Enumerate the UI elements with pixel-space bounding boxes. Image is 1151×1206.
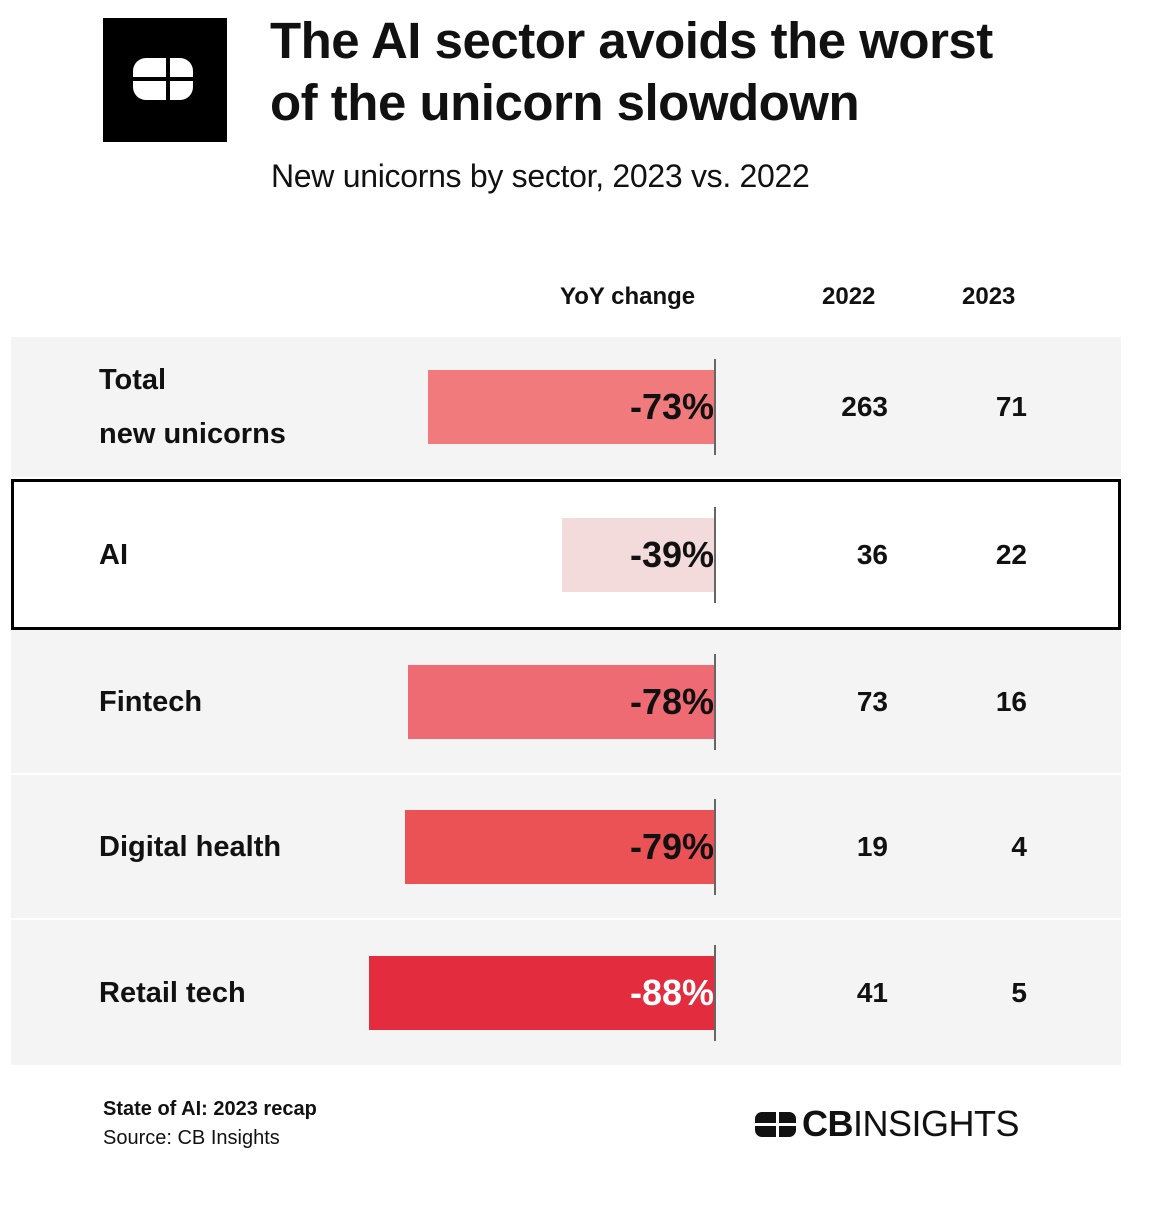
change-bar	[561, 517, 715, 592]
zero-axis-line	[714, 798, 716, 895]
footer-report-title: State of AI: 2023 recap	[103, 1098, 317, 1120]
zero-axis-line	[714, 506, 716, 603]
category-label-line: AI	[99, 538, 128, 571]
value-2023: 16	[995, 685, 1027, 717]
change-bar	[369, 955, 715, 1030]
category-label-line: Retail tech	[99, 976, 246, 1009]
change-label: -78%	[629, 680, 714, 722]
brand-wordmark: CBINSIGHTS	[802, 1103, 1020, 1144]
change-label: -88%	[629, 971, 714, 1013]
zero-axis-line	[714, 944, 716, 1041]
column-header-2022: 2022	[822, 283, 876, 310]
cb-logo-icon	[103, 18, 227, 142]
value-2022: 73	[856, 685, 888, 717]
value-2022: 41	[856, 976, 888, 1008]
brand-insights: INSIGHTS	[853, 1103, 1020, 1144]
column-header-yoy-change: YoY change	[560, 283, 696, 310]
category-label: Digital health	[99, 830, 281, 864]
cb-brand-icon	[755, 1112, 796, 1137]
brand-cb: CB	[802, 1103, 854, 1144]
value-2023: 71	[995, 391, 1027, 422]
change-bar	[428, 370, 715, 444]
value-2022: 36	[856, 538, 888, 570]
zero-axis-line	[714, 653, 716, 750]
category-label-line: Fintech	[99, 685, 203, 718]
category-label: Retail tech	[99, 976, 246, 1010]
change-label: -79%	[629, 825, 714, 867]
category-label-line: new unicorns	[99, 418, 286, 450]
value-2022: 263	[841, 391, 888, 422]
value-2023: 4	[1011, 830, 1027, 862]
title-line-2: of the unicorn slowdown	[270, 74, 860, 131]
category-label: Total new unicorns	[99, 353, 286, 461]
category-label: Fintech	[99, 685, 202, 719]
change-label: -39%	[629, 533, 714, 575]
zero-axis-line	[714, 359, 716, 455]
column-header-2023: 2023	[962, 283, 1016, 310]
chart-title: The AI sector avoids the worst of the un…	[270, 10, 1130, 134]
category-label: AI	[99, 538, 128, 572]
change-label: -73%	[629, 386, 714, 427]
cb-insights-brand: CBINSIGHTS	[755, 1104, 1030, 1144]
change-bar	[408, 664, 715, 739]
category-label-line: Digital health	[99, 830, 282, 863]
value-2022: 19	[856, 830, 888, 862]
category-label-line: Total	[99, 364, 167, 396]
chart-subtitle: New unicorns by sector, 2023 vs. 2022	[271, 158, 810, 194]
value-2023: 5	[1011, 976, 1027, 1008]
change-bar	[404, 809, 715, 884]
value-2023: 22	[995, 538, 1027, 570]
title-line-1: The AI sector avoids the worst	[270, 12, 993, 69]
footer-source: Source: CB Insights	[103, 1127, 280, 1149]
